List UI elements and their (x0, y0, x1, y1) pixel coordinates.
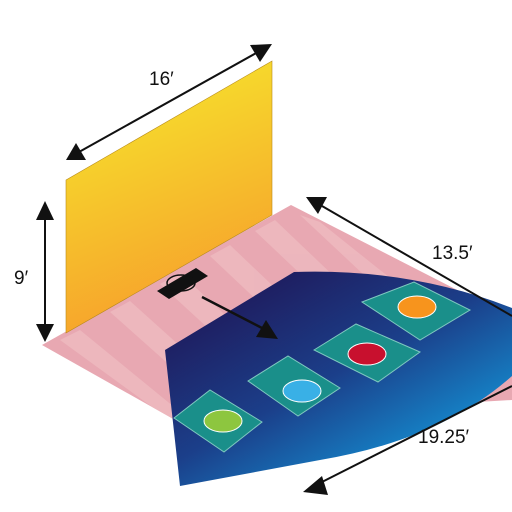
dimension-fan-length (303, 385, 512, 495)
pad-green (173, 389, 263, 453)
label-wall-height: 9′ (14, 268, 29, 289)
spot-orange-icon (397, 295, 437, 319)
pad-red (312, 323, 422, 383)
dimension-floor-depth (306, 197, 512, 317)
direction-arrow (201, 295, 278, 339)
wall (65, 60, 273, 334)
label-floor-depth: 13.5′ (432, 243, 473, 264)
label-fan-length: 19.25′ (418, 427, 470, 448)
pad-blue (247, 355, 341, 417)
dimension-wall-height (36, 201, 54, 342)
spot-red-icon (347, 342, 387, 366)
pad-orange (360, 281, 472, 341)
spot-blue-icon (282, 379, 322, 403)
spot-green-icon (203, 409, 243, 433)
label-wall-width: 16′ (149, 69, 174, 90)
camera-icon (157, 268, 208, 299)
dimension-wall-width (66, 44, 272, 160)
